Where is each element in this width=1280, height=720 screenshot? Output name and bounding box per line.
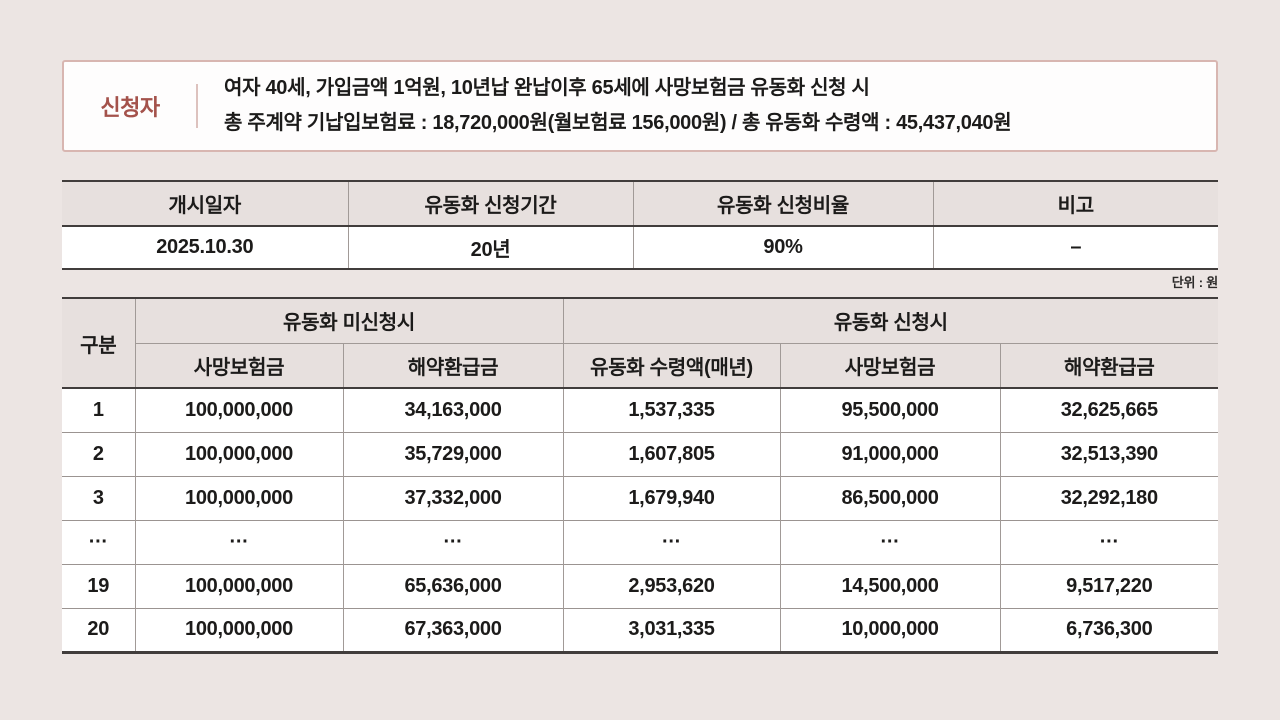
cell-death-benefit-na: ··· [135, 519, 344, 564]
applicant-description-line2: 총 주계약 기납입보험료 : 18,720,000원(월보험료 156,000원… [224, 112, 1012, 134]
detail-header-surrender-value-na: 해약환급금 [343, 342, 564, 388]
summary-value-application-ratio: 90% [633, 226, 934, 269]
cell-death-benefit-ap: 10,000,000 [780, 607, 1001, 652]
cell-death-benefit-na: 100,000,000 [135, 387, 344, 432]
cell-death-benefit-na: 100,000,000 [135, 563, 344, 608]
summary-table: 개시일자 유동화 신청기간 유동화 신청비율 비고 2025.10.30 20년… [62, 180, 1218, 270]
cell-surrender-value-ap: 32,625,665 [1000, 387, 1219, 432]
row-year: 19 [62, 563, 136, 608]
detail-sub-header-row: 사망보험금 해약환급금 유동화 수령액(매년) 사망보험금 해약환급금 [62, 342, 1219, 388]
cell-surrender-value-na: 35,729,000 [343, 431, 564, 476]
table-row: 1 100,000,000 34,163,000 1,537,335 95,50… [62, 387, 1219, 432]
cell-death-benefit-na: 100,000,000 [135, 431, 344, 476]
cell-annual-payout: 1,679,940 [563, 475, 781, 520]
detail-group-applied: 유동화 신청시 [563, 298, 1219, 343]
detail-header-annual-payout: 유동화 수령액(매년) [563, 342, 781, 388]
applicant-box: 신청자 여자 40세, 가입금액 1억원, 10년납 완납이후 65세에 사망보… [62, 60, 1218, 152]
cell-death-benefit-na: 100,000,000 [135, 475, 344, 520]
detail-table-section: 구분 유동화 미신청시 유동화 신청시 사망보험금 해약환급금 유동화 수령액(… [62, 297, 1219, 654]
table-row-ellipsis: ··· ··· ··· ··· ··· ··· [62, 519, 1219, 564]
detail-header-category: 구분 [62, 298, 136, 388]
cell-surrender-value-na: 65,636,000 [343, 563, 564, 608]
cell-death-benefit-ap: ··· [780, 519, 1001, 564]
summary-value-start-date: 2025.10.30 [62, 226, 349, 269]
applicant-description-line1: 여자 40세, 가입금액 1억원, 10년납 완납이후 65세에 사망보험금 유… [224, 77, 870, 99]
cell-death-benefit-ap: 95,500,000 [780, 387, 1001, 432]
cell-death-benefit-ap: 86,500,000 [780, 475, 1001, 520]
cell-surrender-value-ap: 32,292,180 [1000, 475, 1219, 520]
summary-table-section: 개시일자 유동화 신청기간 유동화 신청비율 비고 2025.10.30 20년… [62, 180, 1218, 270]
cell-annual-payout: 1,607,805 [563, 431, 781, 476]
unit-label: 단위 : 원 [1171, 275, 1218, 290]
summary-value-application-period: 20년 [348, 226, 634, 269]
cell-surrender-value-ap: 6,736,300 [1000, 607, 1219, 652]
cell-death-benefit-na: 100,000,000 [135, 607, 344, 652]
cell-surrender-value-na: 34,163,000 [343, 387, 564, 432]
summary-header-start-date: 개시일자 [62, 181, 349, 226]
table-row: 3 100,000,000 37,332,000 1,679,940 86,50… [62, 475, 1219, 520]
table-row: 19 100,000,000 65,636,000 2,953,620 14,5… [62, 563, 1219, 608]
cell-annual-payout: 1,537,335 [563, 387, 781, 432]
row-year: 2 [62, 431, 136, 476]
cell-annual-payout: 3,031,335 [563, 607, 781, 652]
detail-header-death-benefit-na: 사망보험금 [135, 342, 344, 388]
row-year: ··· [62, 519, 136, 564]
detail-header-death-benefit-ap: 사망보험금 [780, 342, 1001, 388]
detail-group-not-applied: 유동화 미신청시 [135, 298, 564, 343]
cell-surrender-value-na: ··· [343, 519, 564, 564]
summary-header-application-period: 유동화 신청기간 [348, 181, 634, 226]
summary-header-application-ratio: 유동화 신청비율 [633, 181, 934, 226]
summary-value-row: 2025.10.30 20년 90% – [62, 226, 1218, 269]
cell-surrender-value-ap: 9,517,220 [1000, 563, 1219, 608]
row-year: 20 [62, 607, 136, 652]
table-row: 20 100,000,000 67,363,000 3,031,335 10,0… [62, 607, 1219, 652]
cell-surrender-value-ap: 32,513,390 [1000, 431, 1219, 476]
detail-group-header-row: 구분 유동화 미신청시 유동화 신청시 [62, 298, 1219, 388]
row-year: 3 [62, 475, 136, 520]
summary-header-row: 개시일자 유동화 신청기간 유동화 신청비율 비고 [62, 181, 1218, 226]
table-row: 2 100,000,000 35,729,000 1,607,805 91,00… [62, 431, 1219, 476]
detail-table: 구분 유동화 미신청시 유동화 신청시 사망보험금 해약환급금 유동화 수령액(… [62, 297, 1219, 654]
cell-annual-payout: 2,953,620 [563, 563, 781, 608]
cell-surrender-value-ap: ··· [1000, 519, 1219, 564]
vertical-divider [196, 84, 198, 128]
cell-death-benefit-ap: 14,500,000 [780, 563, 1001, 608]
summary-value-remarks: – [933, 226, 1218, 269]
cell-death-benefit-ap: 91,000,000 [780, 431, 1001, 476]
detail-header-surrender-value-ap: 해약환급금 [1000, 342, 1219, 388]
cell-surrender-value-na: 37,332,000 [343, 475, 564, 520]
cell-surrender-value-na: 67,363,000 [343, 607, 564, 652]
summary-header-remarks: 비고 [933, 181, 1218, 226]
applicant-label: 신청자 [100, 95, 160, 120]
applicant-description: 여자 40세, 가입금액 1억원, 10년납 완납이후 65세에 사망보험금 유… [224, 71, 1012, 141]
cell-annual-payout: ··· [563, 519, 781, 564]
row-year: 1 [62, 387, 136, 432]
